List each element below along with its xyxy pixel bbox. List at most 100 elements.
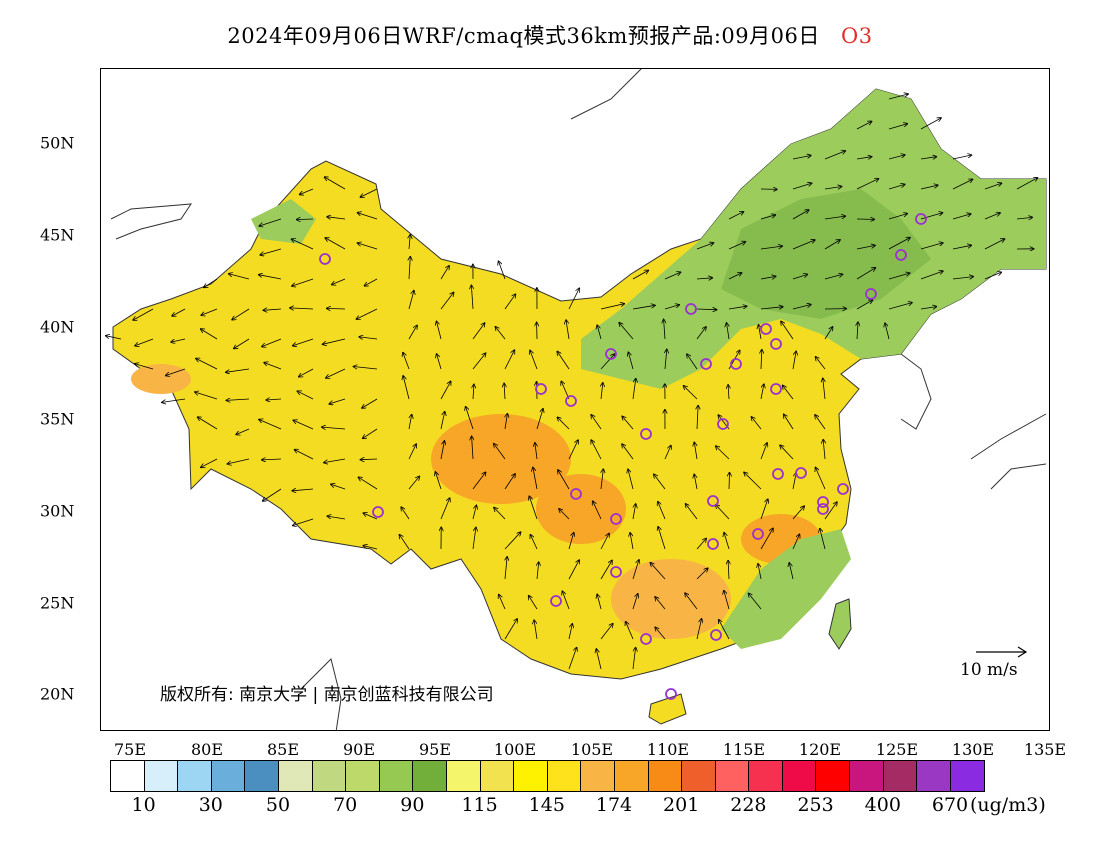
legend-value-label: 90 [400, 794, 425, 816]
wind-vector-arrow [505, 557, 507, 580]
wind-vector-arrow [984, 213, 1000, 220]
wind-vector-arrow [630, 533, 634, 550]
wind-vector-arrow [792, 351, 796, 370]
wind-vector-arrow [658, 502, 666, 520]
x-tick-label: 75E [113, 740, 147, 759]
wind-vector-arrow [293, 338, 314, 346]
wind-vector-arrow [824, 187, 842, 190]
legend-color-box [749, 761, 783, 791]
legend-color-box [514, 761, 548, 791]
wind-vector-arrow [292, 239, 314, 250]
legend-value-label: 174 [595, 794, 633, 816]
wind-vector-arrow [530, 350, 538, 370]
wind-vector-arrow [824, 240, 840, 250]
wind-vector-arrow [696, 568, 708, 580]
legend-value-label: 115 [461, 794, 498, 816]
wind-reference-label: 10 m/s [960, 660, 1018, 680]
city-station-marker [610, 513, 622, 525]
wind-vector-arrow [664, 272, 681, 280]
wind-vector-arrow [601, 383, 603, 400]
wind-vector-arrow [952, 179, 973, 190]
city-station-marker [717, 418, 729, 430]
wind-vector-arrow [293, 518, 314, 526]
wind-vector-arrow [504, 294, 516, 310]
wind-vector-arrow [888, 184, 905, 190]
wind-vector-arrow [472, 436, 473, 460]
wind-vector-arrow [171, 338, 186, 342]
wind-vector-arrow [195, 392, 218, 400]
legend-color-box [278, 761, 313, 791]
wind-vector-arrow [824, 274, 843, 280]
wind-vector-arrow [262, 338, 282, 347]
wind-vector-arrow [327, 217, 346, 219]
wind-vector-arrow [363, 428, 378, 438]
wind-vector-arrow [106, 336, 122, 340]
wind-vector-arrow [816, 357, 826, 370]
wind-vector-arrow [499, 595, 506, 610]
wind-vector-arrow [300, 188, 314, 195]
wind-vector-arrow [568, 560, 579, 580]
wind-vector-arrow [557, 352, 570, 370]
wind-vector-arrow [600, 354, 615, 370]
chart-title: 2024年09月06日WRF/cmaq模式36km预报产品:09月06日 O3 [0, 20, 1100, 50]
legend-color-box [682, 761, 716, 791]
wind-vector-arrow [529, 596, 538, 610]
legend-color-box [111, 761, 145, 791]
wind-vector-arrow [694, 474, 698, 490]
city-station-marker [837, 483, 849, 495]
x-tick-label: 105E [570, 740, 614, 759]
wind-vector-arrow [263, 309, 282, 310]
wind-vector-arrow [536, 409, 543, 430]
wind-vector-arrow [696, 327, 706, 340]
wind-vector-arrow [781, 321, 794, 340]
legend-color-box [950, 761, 985, 791]
wind-vector-arrow [408, 325, 417, 340]
wind-vector-arrow [728, 242, 745, 250]
y-tick-label: 30N [40, 501, 75, 521]
city-station-marker [752, 528, 764, 540]
wind-vector-arrow [792, 506, 804, 520]
wind-vector-arrow [504, 619, 517, 640]
wind-vector-arrow [760, 499, 768, 520]
y-tick-label: 20N [40, 684, 75, 704]
northwest-green-zone [251, 199, 316, 244]
wind-vector-arrow [885, 323, 890, 340]
wind-vector-arrow [792, 240, 815, 250]
city-station-marker [700, 358, 712, 370]
wind-vector-arrow [816, 468, 826, 490]
legend-color-box [816, 761, 851, 791]
wind-vector-arrow [229, 274, 250, 280]
wind-vector-arrow [361, 459, 378, 460]
wind-vector-arrow [632, 560, 639, 580]
wind-vector-arrow [325, 238, 346, 250]
wind-vector-arrow [780, 445, 794, 460]
wind-vector-arrow [332, 278, 346, 285]
wind-vector-arrow [760, 384, 764, 400]
wind-vector-arrow [815, 415, 826, 430]
city-station-marker [730, 358, 742, 370]
wind-vector-arrow [984, 272, 1001, 280]
legend-color-box [144, 761, 179, 791]
wind-vector-arrow [655, 627, 666, 640]
wind-vector-arrow [744, 472, 762, 490]
wind-vector-arrow [290, 308, 314, 309]
wind-vector-arrow [472, 528, 476, 550]
wind-vector-arrow [435, 472, 442, 490]
legend-color-box [379, 761, 414, 791]
wind-vector-arrow [440, 412, 445, 430]
wind-vector-arrow [823, 440, 825, 460]
bay-of-bengal-coast [300, 658, 342, 730]
wind-vector-arrow [632, 379, 636, 400]
wind-vector-arrow [665, 349, 667, 370]
wind-vector-arrow [724, 591, 730, 610]
wind-vector-arrow [504, 532, 521, 550]
wind-vector-arrow [356, 308, 378, 319]
wind-vector-arrow [716, 505, 730, 520]
wind-vector-arrow [166, 368, 186, 376]
wind-vector-arrow [622, 416, 634, 430]
wind-vector-arrow [696, 539, 706, 550]
wind-vector-arrow [363, 513, 378, 520]
hotspot-south [611, 559, 731, 639]
wind-vector-arrow [297, 219, 314, 220]
wind-vector-arrow [856, 157, 872, 159]
